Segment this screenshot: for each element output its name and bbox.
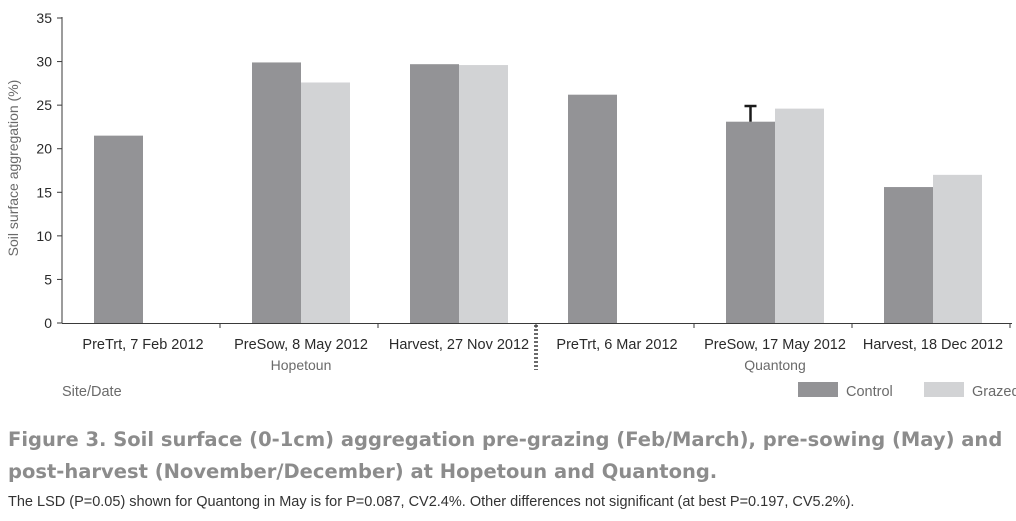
- x-tick-label-3: PreTrt, 6 Mar 2012: [556, 337, 677, 353]
- figure-caption-title: Figure 3. Soil surface (0-1cm) aggregati…: [8, 428, 1003, 483]
- bars-layer: [94, 62, 982, 324]
- bar-grazed-1: [301, 82, 350, 323]
- bar-control-2: [410, 64, 459, 323]
- x-tick-label-1: PreSow, 8 May 2012: [234, 337, 368, 353]
- y-tick-label-25: 25: [36, 97, 52, 113]
- bar-control-1: [252, 62, 301, 323]
- figure-caption-note: The LSD (P=0.05) shown for Quantong in M…: [8, 494, 855, 510]
- legend-swatch-control: [798, 382, 838, 397]
- error-bars-layer: [744, 104, 757, 122]
- site-label-quantong: Quantong: [744, 357, 806, 373]
- axes-layer: [61, 17, 1012, 370]
- legend-label-control: Control: [846, 384, 893, 400]
- bar-control-3: [568, 94, 617, 323]
- bar-grazed-2: [459, 65, 508, 324]
- bar-grazed-5: [933, 174, 982, 323]
- y-axis-label: Soil surface aggregation (%): [5, 80, 21, 257]
- bar-control-0: [94, 135, 143, 323]
- bar-control-4: [726, 121, 775, 323]
- x-tick-label-5: Harvest, 18 Dec 2012: [863, 337, 1003, 353]
- y-tick-label-10: 10: [36, 228, 52, 244]
- legend-label-grazed: Grazed: [972, 384, 1016, 400]
- x-tick-label-4: PreSow, 17 May 2012: [704, 337, 846, 353]
- y-tick-label-0: 0: [44, 315, 52, 331]
- y-tick-label-15: 15: [36, 184, 52, 200]
- legend-swatch-grazed: [924, 382, 964, 397]
- legend: Control Grazed: [798, 382, 1016, 400]
- x-axis-label: Site/Date: [62, 384, 122, 400]
- y-tick-label-35: 35: [36, 10, 52, 26]
- y-tick-label-5: 5: [44, 271, 52, 287]
- bar-chart: 0 5 10 15 20 25 30 35 PreTrt, 7 Feb 2012 PreSow,…: [5, 10, 1016, 400]
- x-labels-layer: PreTrt, 7 Feb 2012 PreSow, 8 May 2012 Harv…: [82, 337, 1003, 373]
- y-ticks-layer: 0 5 10 15 20 25 30 35: [36, 10, 1011, 331]
- site-label-hopetoun: Hopetoun: [271, 357, 332, 373]
- x-tick-label-2: Harvest, 27 Nov 2012: [389, 337, 529, 353]
- bar-grazed-4: [775, 108, 824, 323]
- x-tick-label-0: PreTrt, 7 Feb 2012: [82, 337, 203, 353]
- bar-control-5: [884, 187, 933, 323]
- y-tick-label-30: 30: [36, 54, 52, 70]
- y-tick-label-20: 20: [36, 141, 52, 157]
